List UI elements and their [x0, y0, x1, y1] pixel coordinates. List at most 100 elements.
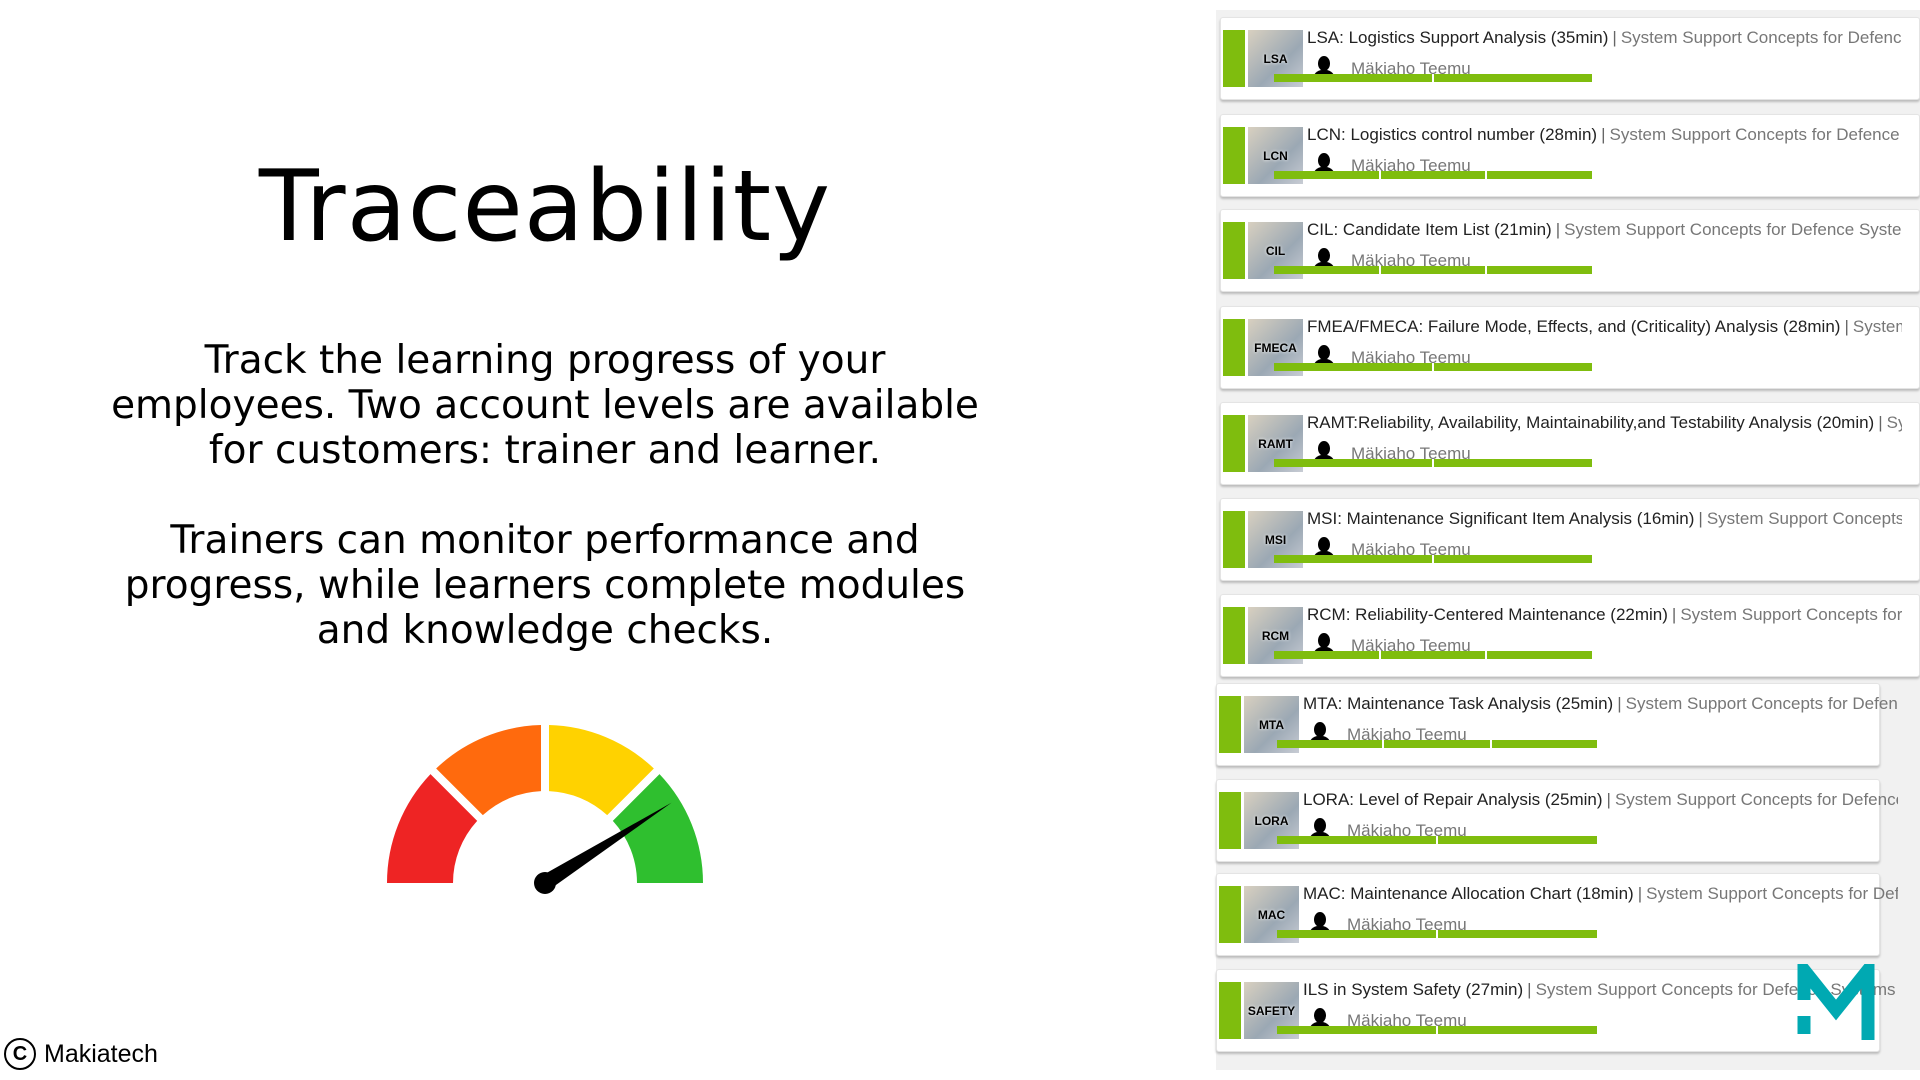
learner-name: Mäkiaho Teemu [1347, 915, 1467, 934]
learner-name: Mäkiaho Teemu [1351, 59, 1471, 78]
progress-segment [1487, 266, 1593, 274]
course-title-line[interactable]: MSI: Maintenance Significant Item Analys… [1307, 509, 1902, 529]
thumbnail-label: CIL [1265, 243, 1286, 258]
course-card[interactable]: LSA LSA: Logistics Support Analysis (35m… [1220, 17, 1920, 100]
course-title-line[interactable]: CIL: Candidate Item List (21min) | System … [1307, 220, 1902, 240]
course-name: System Support Concepts for Defence Syst… [1680, 605, 1902, 624]
progress-bar [1277, 836, 1597, 844]
progress-bar [1274, 555, 1592, 563]
module-title: FMEA/FMECA: Failure Mode, Effects, and (… [1307, 317, 1841, 336]
progress-bar [1277, 930, 1597, 938]
thumbnail-label: FMECA [1254, 340, 1297, 355]
gauge-segment [612, 774, 703, 883]
course-title-line[interactable]: RCM: Reliability-Centered Maintenance (2… [1307, 605, 1902, 625]
module-title: MAC: Maintenance Allocation Chart (18min… [1303, 884, 1634, 903]
progress-segment [1438, 836, 1597, 844]
status-strip [1223, 319, 1245, 376]
progress-segment [1274, 266, 1379, 274]
progress-segment [1274, 363, 1432, 371]
course-card[interactable]: LCN LCN: Logistics control number (28min… [1220, 114, 1920, 197]
course-card[interactable]: MSI MSI: Maintenance Significant Item An… [1220, 498, 1920, 581]
progress-segment [1277, 930, 1436, 938]
thumbnail-label: MSI [1264, 532, 1287, 547]
progress-segment [1277, 1026, 1436, 1034]
module-title: MTA: Maintenance Task Analysis (25min) [1303, 694, 1614, 713]
course-card[interactable]: RAMT RAMT:Reliability, Availability, Mai… [1220, 402, 1920, 485]
progress-segment [1274, 555, 1432, 563]
copyright-icon: C [4, 1038, 36, 1070]
gauge-hub [534, 872, 556, 894]
page-title: Traceability [258, 150, 832, 264]
progress-segment [1434, 363, 1592, 371]
progress-segment [1487, 171, 1593, 179]
thumbnail-label: LCN [1263, 148, 1288, 163]
course-name: System Support Concepts for Defence Syst… [1614, 790, 1898, 809]
course-thumbnail: LORA [1244, 792, 1299, 849]
module-title: RAMT:Reliability, Availability, Maintain… [1307, 413, 1875, 432]
progress-segment [1434, 555, 1592, 563]
separator: | [1527, 980, 1532, 999]
separator: | [1606, 790, 1611, 809]
course-name: System Support Concepts for Defence Syst… [1886, 413, 1902, 432]
separator: | [1612, 28, 1617, 47]
thumbnail-label: SAFETY [1247, 1003, 1296, 1018]
course-title-line[interactable]: LORA: Level of Repair Analysis (25min) | S… [1303, 790, 1898, 810]
course-card[interactable]: LORA LORA: Level of Repair Analysis (25m… [1216, 779, 1898, 862]
progress-segment [1491, 740, 1597, 748]
module-title: RCM: Reliability-Centered Maintenance (2… [1307, 605, 1668, 624]
learner-name: Mäkiaho Teemu [1347, 1011, 1467, 1030]
gauge-segment [548, 725, 654, 816]
separator: | [1601, 125, 1606, 144]
gauge-segment [436, 725, 542, 816]
course-title-line[interactable]: LSA: Logistics Support Analysis (35min) |… [1307, 28, 1902, 48]
course-card[interactable]: CIL CIL: Candidate Item List (21min) | Sys… [1220, 209, 1920, 292]
course-title-line[interactable]: FMEA/FMECA: Failure Mode, Effects, and (… [1307, 317, 1902, 337]
course-name: System Support Concepts for Defence Syst… [1564, 220, 1902, 239]
description-paragraph-2: Trainers can monitor performance and pro… [90, 518, 1000, 653]
course-name: System Support Concepts for Defence Syst… [1609, 125, 1902, 144]
progress-segment [1487, 651, 1593, 659]
status-strip [1223, 30, 1245, 87]
separator: | [1617, 694, 1622, 713]
gauge-needle [540, 802, 672, 890]
module-title: CIL: Candidate Item List (21min) [1307, 220, 1552, 239]
learner-name: Mäkiaho Teemu [1351, 540, 1471, 559]
status-strip [1223, 127, 1245, 184]
course-card[interactable]: MTA MTA: Maintenance Task Analysis (25mi… [1216, 683, 1898, 766]
progress-bar [1274, 363, 1592, 371]
status-strip [1219, 982, 1241, 1039]
course-title-line[interactable]: RAMT:Reliability, Availability, Maintain… [1307, 413, 1902, 433]
progress-segment [1434, 459, 1592, 467]
separator: | [1671, 605, 1677, 624]
progress-bar [1277, 740, 1597, 748]
course-title-line[interactable]: MAC: Maintenance Allocation Chart (18min… [1303, 884, 1898, 904]
course-name: System Support Concepts for Defence Syst… [1646, 884, 1898, 903]
progress-segment [1274, 74, 1432, 82]
text-line: progress, while learners complete module… [124, 563, 966, 608]
copyright: C Makiatech [4, 1038, 158, 1070]
text-line: for customers: trainer and learner. [208, 428, 882, 473]
module-title: LSA: Logistics Support Analysis (35min) [1307, 28, 1609, 47]
course-name: System Support Concepts for Defence Syst… [1706, 509, 1902, 528]
learner-name: Mäkiaho Teemu [1351, 444, 1471, 463]
progress-segment [1384, 740, 1490, 748]
status-strip [1219, 792, 1241, 849]
separator: | [1555, 220, 1561, 239]
progress-segment [1434, 74, 1592, 82]
progress-segment [1277, 740, 1383, 748]
text-line: Track the learning progress of your [204, 338, 886, 383]
gauge-segment [387, 774, 478, 883]
module-title: LORA: Level of Repair Analysis (25min) [1303, 790, 1603, 809]
course-card[interactable]: MAC MAC: Maintenance Allocation Chart (1… [1216, 873, 1898, 956]
course-title-line[interactable]: LCN: Logistics control number (28min) | Sy… [1307, 125, 1902, 145]
thumbnail-label: LORA [1254, 813, 1289, 828]
status-strip [1219, 696, 1241, 753]
separator: | [1878, 413, 1883, 432]
text-line: employees. Two account levels are availa… [111, 383, 979, 428]
progress-segment [1274, 171, 1379, 179]
course-card[interactable]: FMECA FMEA/FMECA: Failure Mode, Effects,… [1220, 306, 1920, 389]
course-card[interactable]: SAFETY ILS in System Safety (27min) | Syst… [1216, 969, 1896, 1052]
progress-segment [1274, 459, 1432, 467]
course-title-line[interactable]: MTA: Maintenance Task Analysis (25min) | S… [1303, 694, 1898, 714]
course-card[interactable]: RCM RCM: Reliability-Centered Maintenanc… [1220, 594, 1920, 677]
